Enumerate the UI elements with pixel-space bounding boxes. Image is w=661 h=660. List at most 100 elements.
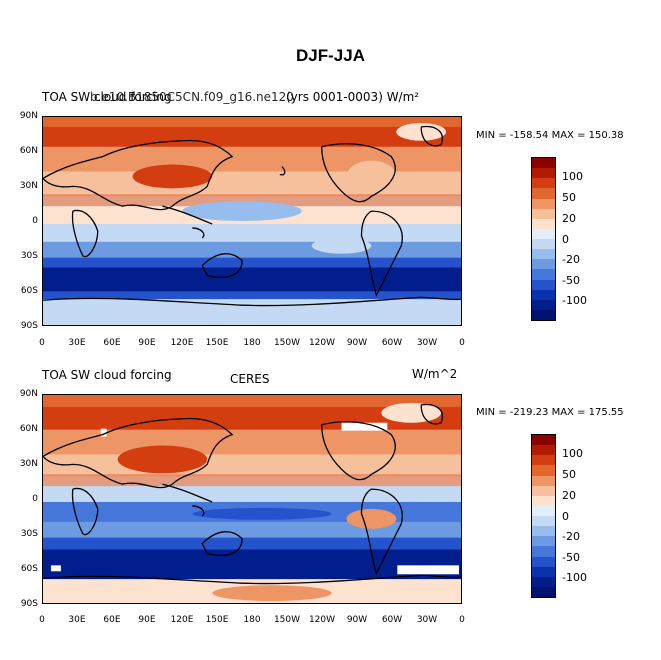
colorbar-label: 20: [562, 489, 576, 502]
lon-label: 60E: [103, 338, 121, 348]
colorbar-segment: [532, 485, 555, 496]
lon-label: 30E: [68, 615, 86, 625]
lon-label: 30W: [416, 338, 438, 348]
lon-label: 60E: [103, 615, 121, 625]
lon-label: 150E: [205, 615, 229, 625]
colorbar-segment: [532, 249, 555, 260]
lat-label: 30S: [20, 529, 38, 539]
colorbar-segment: [532, 586, 555, 597]
panel1-map: [42, 116, 462, 326]
panel1-overlap-label: b.e10.B1850C5CN.f09_g16.ne120: [90, 90, 294, 104]
lon-label: 150E: [205, 338, 229, 348]
colorbar-label: 50: [562, 191, 576, 204]
colorbar-segment: [532, 218, 555, 229]
colorbar-segment: [532, 158, 555, 169]
lat-label: 0: [32, 494, 38, 504]
lon-label: 90E: [138, 338, 156, 348]
lon-label: 60W: [381, 615, 403, 625]
lat-label: 30N: [19, 459, 38, 469]
colorbar-label: 20: [562, 212, 576, 225]
lat-label: 60S: [20, 286, 38, 296]
colorbar-segment: [532, 289, 555, 300]
colorbar-segment: [532, 576, 555, 587]
panel1-colorbar: [531, 157, 556, 321]
colorbar-label: -100: [562, 294, 587, 307]
colorbar-segment: [532, 465, 555, 476]
colorbar-segment: [532, 228, 555, 239]
colorbar-segment: [532, 505, 555, 516]
lat-label: 90S: [20, 599, 38, 609]
panel2-right-label: W/m^2: [412, 367, 458, 381]
colorbar-segment: [532, 546, 555, 557]
colorbar-segment: [532, 495, 555, 506]
lon-label: 30E: [68, 338, 86, 348]
lon-label: 120W: [308, 615, 336, 625]
colorbar-segment: [532, 445, 555, 456]
lon-label: 180: [243, 338, 261, 348]
panel2-colorbar: [531, 434, 556, 598]
colorbar-segment: [532, 269, 555, 280]
lon-label: 0: [39, 615, 45, 625]
lon-label: 90W: [346, 338, 368, 348]
lon-label: 180: [243, 615, 261, 625]
panel1-right-label: (yrs 0001-0003) W/m²: [286, 90, 420, 104]
colorbar-segment: [532, 536, 555, 547]
lat-label: 30S: [20, 251, 38, 261]
colorbar-segment: [532, 299, 555, 310]
colorbar-segment: [532, 455, 555, 466]
colorbar-label: -50: [562, 551, 580, 564]
colorbar-segment: [532, 435, 555, 446]
lon-label: 0: [459, 615, 465, 625]
colorbar-segment: [532, 556, 555, 567]
colorbar-segment: [532, 259, 555, 270]
panel2-map: [42, 394, 462, 604]
colorbar-segment: [532, 178, 555, 189]
colorbar-segment: [532, 526, 555, 537]
lon-label: 60W: [381, 338, 403, 348]
lat-label: 90N: [19, 389, 38, 399]
colorbar-segment: [532, 198, 555, 209]
colorbar-segment: [532, 208, 555, 219]
colorbar-segment: [532, 279, 555, 290]
panel2-left-label: TOA SW cloud forcing: [42, 368, 172, 382]
colorbar-segment: [532, 475, 555, 486]
colorbar-segment: [532, 239, 555, 250]
colorbar-label: -100: [562, 571, 587, 584]
lat-label: 60N: [19, 146, 38, 156]
lon-label: 150W: [273, 338, 301, 348]
lon-label: 0: [39, 338, 45, 348]
colorbar-segment: [532, 309, 555, 320]
colorbar-segment: [532, 188, 555, 199]
colorbar-segment: [532, 516, 555, 527]
lat-label: 90N: [19, 111, 38, 121]
colorbar-label: 0: [562, 233, 569, 246]
colorbar-label: -20: [562, 253, 580, 266]
lon-label: 120E: [170, 338, 194, 348]
lon-label: 30W: [416, 615, 438, 625]
colorbar-segment: [532, 168, 555, 179]
lat-label: 0: [32, 216, 38, 226]
lon-label: 0: [459, 338, 465, 348]
lon-label: 90W: [346, 615, 368, 625]
panel2-center-label: CERES: [230, 372, 270, 386]
panel2-stats: MIN = -219.23 MAX = 175.55: [476, 407, 624, 418]
lat-label: 60S: [20, 564, 38, 574]
colorbar-label: 50: [562, 468, 576, 481]
lon-label: 120E: [170, 615, 194, 625]
page-title: DJF-JJA: [296, 46, 365, 65]
colorbar-label: 100: [562, 170, 583, 183]
colorbar-label: 0: [562, 510, 569, 523]
lon-label: 150W: [273, 615, 301, 625]
panel1-stats: MIN = -158.54 MAX = 150.38: [476, 130, 624, 141]
panel2-map-svg: [43, 395, 461, 603]
lon-label: 90E: [138, 615, 156, 625]
panel1-left-label: TOA SW cloud forcing: [42, 90, 172, 104]
colorbar-segment: [532, 566, 555, 577]
colorbar-label: 100: [562, 447, 583, 460]
lat-label: 90S: [20, 321, 38, 331]
lat-label: 30N: [19, 181, 38, 191]
lat-label: 60N: [19, 424, 38, 434]
lon-label: 120W: [308, 338, 336, 348]
panel1-map-svg: [43, 117, 461, 325]
colorbar-label: -50: [562, 274, 580, 287]
